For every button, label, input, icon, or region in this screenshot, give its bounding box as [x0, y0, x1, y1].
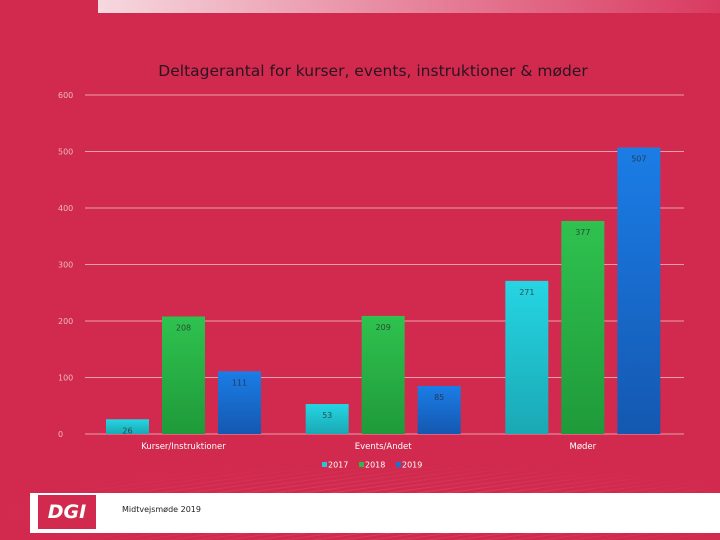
bar-2017-1	[305, 404, 349, 434]
data-label: 208	[176, 323, 191, 332]
bar-2019-0	[218, 371, 261, 434]
legend-swatch-2019	[396, 462, 401, 467]
y-tick-label: 300	[58, 261, 73, 270]
y-tick-label: 500	[58, 148, 73, 157]
legend-label-2017: 2017	[328, 461, 348, 470]
data-label: 377	[575, 228, 590, 237]
legend-label-2019: 2019	[402, 461, 422, 470]
footer-bar: DGI Midtvejsmøde 2019	[30, 493, 720, 533]
bar-2017-2	[505, 280, 549, 434]
x-category-label: Møder	[570, 442, 597, 452]
data-label: 507	[631, 155, 646, 164]
top-accent-bar	[98, 0, 720, 13]
bar-2019-1	[417, 385, 461, 434]
data-label: 111	[232, 378, 247, 387]
bar-2018-0	[162, 316, 205, 434]
data-label: 209	[376, 323, 391, 332]
data-label: 271	[519, 288, 534, 297]
dgi-logo: DGI	[38, 495, 96, 529]
y-tick-label: 0	[58, 430, 63, 439]
bar-2018-2	[561, 220, 605, 434]
footer-caption: Midtvejsmøde 2019	[122, 505, 201, 514]
y-tick-label: 400	[58, 204, 73, 213]
bar-2018-1	[361, 315, 405, 434]
data-label: 53	[322, 411, 332, 420]
chart-title: Deltagerantal for kurser, events, instru…	[158, 62, 588, 80]
bar-chart: 0 100 200 300 400 500 600 26 208 111 Kurser/Instr…	[58, 91, 684, 470]
legend-label-2018: 2018	[365, 461, 385, 470]
y-tick-label: 100	[58, 374, 73, 383]
bar-2019-2	[617, 147, 661, 435]
x-category-label: Events/Andet	[355, 442, 412, 452]
legend-swatch-2018	[359, 462, 364, 467]
x-category-label: Kurser/Instruktioner	[141, 442, 226, 452]
y-tick-label: 200	[58, 317, 73, 326]
y-tick-label: 600	[58, 91, 73, 100]
data-label: 26	[122, 426, 132, 435]
legend-swatch-2017	[322, 462, 327, 467]
data-label: 85	[434, 393, 444, 402]
bar-2017-0	[106, 419, 149, 434]
